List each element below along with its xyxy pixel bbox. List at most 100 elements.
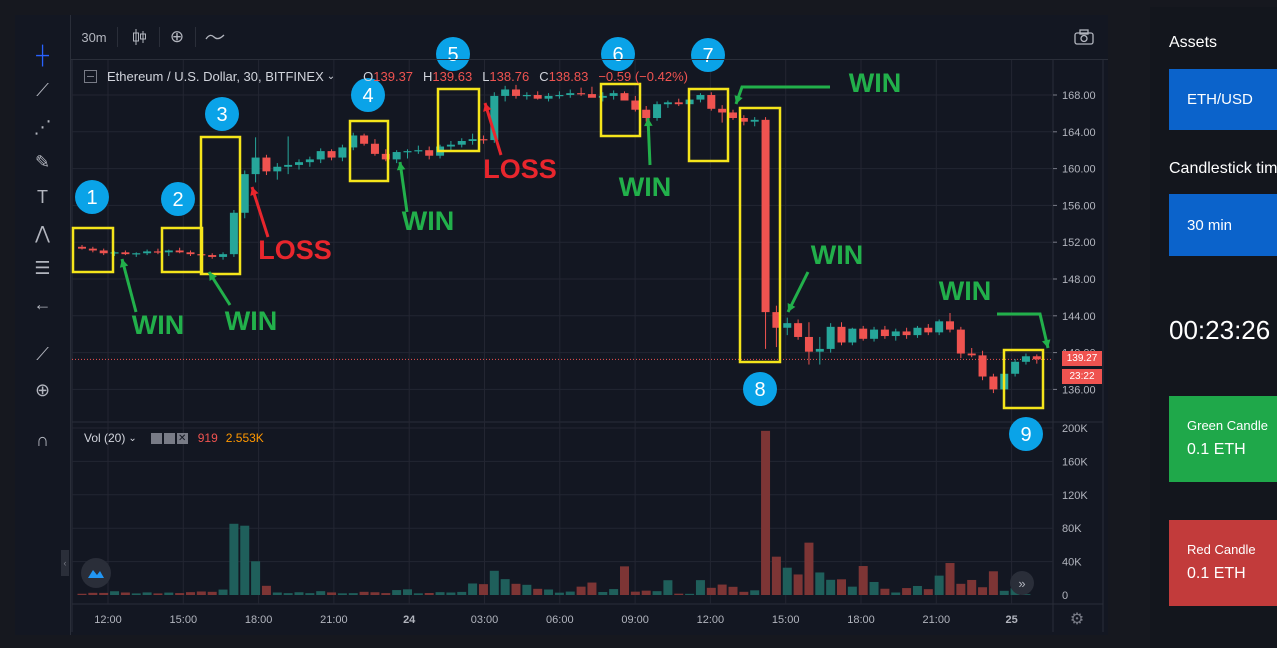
- candle-body: [132, 253, 141, 255]
- chart-container[interactable]: [15, 15, 1108, 635]
- volume-bar: [370, 592, 380, 595]
- candle-body: [739, 118, 748, 122]
- settings-icon[interactable]: [163, 432, 175, 444]
- highlight-box: [436, 87, 481, 153]
- number-badge: [1009, 417, 1043, 451]
- volume-bar: [934, 575, 944, 595]
- candle-body: [1021, 356, 1030, 362]
- volume-bar: [251, 561, 261, 595]
- collapse-icon[interactable]: [84, 69, 97, 83]
- pattern-icon[interactable]: ⋀: [35, 222, 50, 243]
- candle-body: [707, 95, 716, 109]
- candle-body: [295, 162, 303, 165]
- chevron-down-icon[interactable]: ⌄: [326, 70, 336, 82]
- symbol-title[interactable]: Ethereum / U.S. Dollar, 30, BITFINEX: [107, 68, 324, 84]
- green-candle-button[interactable]: Green Candle 0.1 ETH: [1169, 396, 1277, 482]
- asset-selector[interactable]: ETH/USD: [1169, 69, 1277, 130]
- volume-label[interactable]: Vol (20): [84, 431, 126, 445]
- red-candle-button[interactable]: Red Candle 0.1 ETH: [1169, 520, 1277, 606]
- volume-bar: [685, 593, 695, 595]
- volume-bar: [468, 583, 478, 595]
- volume-bar: [641, 590, 651, 595]
- candle-body: [935, 321, 944, 333]
- candle-body: [381, 153, 390, 160]
- time-tick-label: 15:00: [170, 614, 198, 626]
- crosshair-icon[interactable]: ┼: [36, 44, 49, 65]
- volume-bar: [261, 585, 271, 595]
- ohlc-close: C138.83: [539, 68, 589, 84]
- scroll-right-icon[interactable]: »: [1010, 571, 1034, 595]
- volume-bar: [912, 585, 922, 595]
- volume-bar: [630, 591, 640, 595]
- brush-icon[interactable]: ✎: [34, 151, 51, 172]
- highlight-box: [599, 82, 642, 138]
- number-badge-label: 6: [612, 44, 623, 66]
- candles-icon[interactable]: [121, 15, 157, 59]
- candle-body: [729, 112, 737, 118]
- ohlc-open: O139.37: [363, 68, 414, 84]
- candle-body: [284, 164, 293, 167]
- win-label: WIN: [402, 206, 454, 236]
- volume-bar: [218, 589, 228, 595]
- time-tick-label: 15:00: [772, 614, 800, 626]
- volume-tick-label: 40K: [1062, 557, 1082, 569]
- highlight-box: [348, 119, 390, 183]
- text-icon[interactable]: T: [37, 186, 48, 207]
- volume-bar: [880, 588, 890, 595]
- settings-gear-icon[interactable]: ⚙: [1069, 611, 1085, 628]
- candle-body: [978, 355, 987, 377]
- candle-body: [186, 252, 195, 255]
- volume-bar: [587, 582, 597, 595]
- prediction-icon[interactable]: ☰: [34, 257, 51, 278]
- volume-bar: [316, 591, 326, 595]
- volume-bar: [858, 566, 868, 595]
- back-arrow-icon[interactable]: ←: [33, 293, 52, 314]
- candle-body: [425, 150, 434, 156]
- candle-body: [208, 255, 217, 257]
- candle-body: [446, 144, 455, 147]
- candle-body: [598, 95, 607, 98]
- volume-bar: [446, 592, 456, 595]
- close-icon[interactable]: ✕: [176, 432, 188, 444]
- number-badge: [743, 372, 777, 406]
- collapse-handle[interactable]: ‹: [61, 550, 69, 576]
- candle-time-label: Candlestick time: [1169, 160, 1277, 177]
- volume-bar: [272, 592, 282, 595]
- chevron-down-icon[interactable]: ⌄: [128, 432, 137, 444]
- time-tick-label: 21:00: [320, 614, 348, 626]
- magnet-icon[interactable]: ∩: [36, 429, 49, 450]
- volume-bar: [196, 591, 206, 595]
- candle-body: [924, 327, 933, 333]
- interval-selector[interactable]: 30m: [81, 29, 107, 45]
- volume-bar: [717, 584, 727, 595]
- candles: [78, 84, 1041, 394]
- ruler-icon[interactable]: ⟋: [36, 343, 49, 364]
- logo-icon[interactable]: [81, 558, 111, 588]
- highlight-box: [738, 106, 782, 364]
- volume-tick-label: 120K: [1062, 490, 1088, 502]
- camera-icon[interactable]: [1066, 15, 1102, 59]
- number-badge-label: 8: [754, 379, 765, 401]
- fib-icon[interactable]: ⋰: [33, 116, 52, 137]
- candle-body: [587, 94, 596, 98]
- eye-icon[interactable]: [150, 432, 162, 444]
- volume-bar: [565, 591, 575, 595]
- volume-bar: [837, 579, 846, 595]
- volume-bar: [381, 593, 391, 595]
- candle-body: [501, 89, 510, 96]
- add-indicator-icon[interactable]: ⊕: [169, 27, 185, 46]
- volume-bar: [164, 592, 174, 595]
- candle-time-selector[interactable]: 30 min: [1169, 194, 1277, 256]
- candle-body: [663, 102, 672, 105]
- current-price-tag: 139.27: [1062, 351, 1102, 366]
- time-tick-label: 12:00: [697, 614, 725, 626]
- trendline-icon[interactable]: ⟋: [36, 79, 49, 100]
- zoom-in-icon[interactable]: ⊕: [34, 379, 51, 400]
- arrow-head: [483, 103, 492, 112]
- volume-bar: [489, 570, 499, 595]
- win-label: WIN: [939, 276, 991, 306]
- compare-icon[interactable]: [197, 15, 233, 59]
- win-label: WIN: [225, 306, 277, 336]
- volume-bar: [663, 580, 673, 595]
